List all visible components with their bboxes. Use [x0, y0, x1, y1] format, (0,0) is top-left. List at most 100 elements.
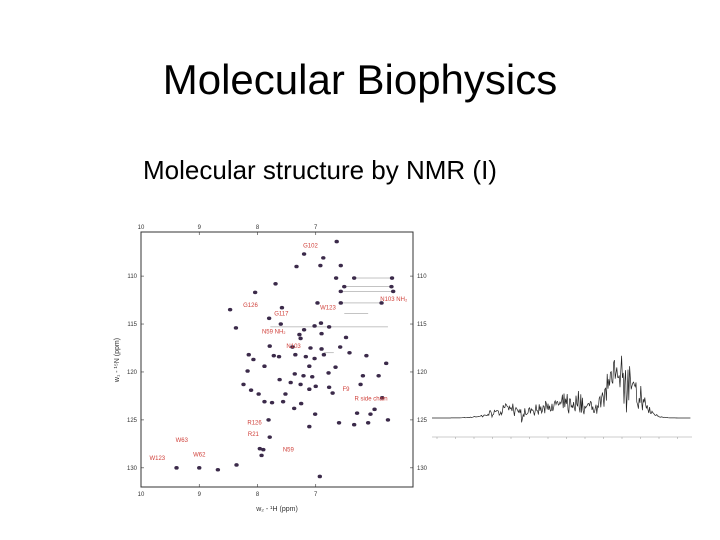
peak [379, 396, 385, 400]
y-tick-label: 110 [417, 274, 427, 280]
peak [197, 466, 202, 470]
peak-label: N103 NH₂ [380, 297, 408, 303]
peak [279, 305, 285, 310]
peak [389, 284, 394, 289]
peak [360, 373, 366, 378]
peak [293, 352, 298, 357]
peak [246, 352, 251, 357]
slide-subtitle: Molecular structure by NMR (I) [143, 155, 497, 185]
peak-label: F9 [343, 387, 351, 393]
peak [333, 276, 339, 280]
peak [278, 322, 283, 326]
peak [315, 301, 320, 305]
x-tick-label: 9 [198, 225, 202, 231]
peak [365, 420, 371, 425]
peak [234, 463, 239, 467]
peak [390, 289, 396, 294]
y-tick-label: 130 [417, 466, 428, 472]
peak [245, 369, 250, 373]
peak-label: R126 [247, 421, 262, 427]
peak [338, 301, 343, 305]
peak [291, 406, 297, 411]
peak [215, 467, 221, 472]
peak [301, 327, 307, 332]
peak-label: W123 [320, 306, 336, 312]
x-tick-label: 7 [314, 225, 318, 231]
peak [262, 364, 267, 369]
peak [277, 377, 282, 382]
peak [312, 324, 317, 328]
spectrum-trace [432, 355, 691, 423]
peak [259, 453, 264, 458]
peak [241, 382, 246, 387]
peak [269, 400, 275, 405]
peak-label: G117 [274, 311, 289, 317]
peak [307, 364, 312, 369]
peak [317, 474, 323, 479]
peak [354, 411, 360, 415]
peak [298, 336, 303, 341]
peak [303, 354, 309, 359]
peak-label: N59 [283, 448, 295, 454]
peak [336, 420, 342, 425]
peak [283, 392, 288, 396]
peak [276, 354, 282, 359]
peak [267, 344, 272, 348]
peak [273, 281, 278, 286]
peak-label: N103 [286, 344, 301, 350]
plot-frame [140, 231, 414, 488]
peak [251, 357, 256, 362]
y-tick-label: 110 [127, 274, 137, 280]
peak [312, 356, 317, 361]
peak [326, 325, 332, 329]
peak [294, 264, 299, 269]
peak [389, 276, 395, 280]
peak [321, 256, 326, 260]
peak [298, 382, 303, 387]
peak [347, 350, 352, 355]
peak [358, 382, 363, 387]
x-tick-label: 9 [198, 492, 202, 498]
y-tick-label: 125 [417, 418, 428, 424]
peak [333, 365, 338, 369]
x-tick-label: 10 [138, 492, 145, 498]
y-tick-label: 115 [417, 322, 427, 328]
peak [372, 407, 377, 412]
peak [261, 447, 266, 452]
peak [252, 290, 258, 295]
peak [248, 388, 254, 392]
peak [376, 373, 381, 378]
x-tick-label: 10 [138, 225, 145, 231]
peak [233, 326, 239, 330]
peak-label: G102 [303, 243, 318, 249]
peak [326, 385, 332, 390]
x-tick-label: 8 [256, 225, 260, 231]
y-tick-label: 120 [417, 370, 428, 376]
slide-title: Molecular Biophysics [162, 56, 558, 103]
peak [343, 335, 349, 340]
peak [298, 401, 304, 406]
peak [297, 332, 302, 337]
peak [227, 307, 233, 312]
y-tick-label: 115 [127, 322, 137, 328]
peak [384, 361, 389, 366]
peak [262, 399, 267, 404]
peak [351, 422, 357, 427]
y-tick-label: 120 [127, 370, 138, 376]
peak [266, 316, 272, 321]
peak-label: W63 [176, 438, 189, 444]
peak [368, 412, 373, 416]
x-tick-label: 7 [314, 492, 318, 498]
peak [271, 353, 276, 358]
peak [312, 412, 318, 416]
peak [342, 284, 347, 289]
peak-label: W62 [193, 452, 206, 458]
peak [307, 424, 312, 429]
peak [301, 373, 306, 378]
peak [338, 263, 343, 268]
y-axis-label: w₁ - ¹⁵N (ppm) [114, 338, 121, 383]
peak [174, 466, 179, 470]
peak [338, 289, 343, 294]
peak [385, 418, 391, 422]
